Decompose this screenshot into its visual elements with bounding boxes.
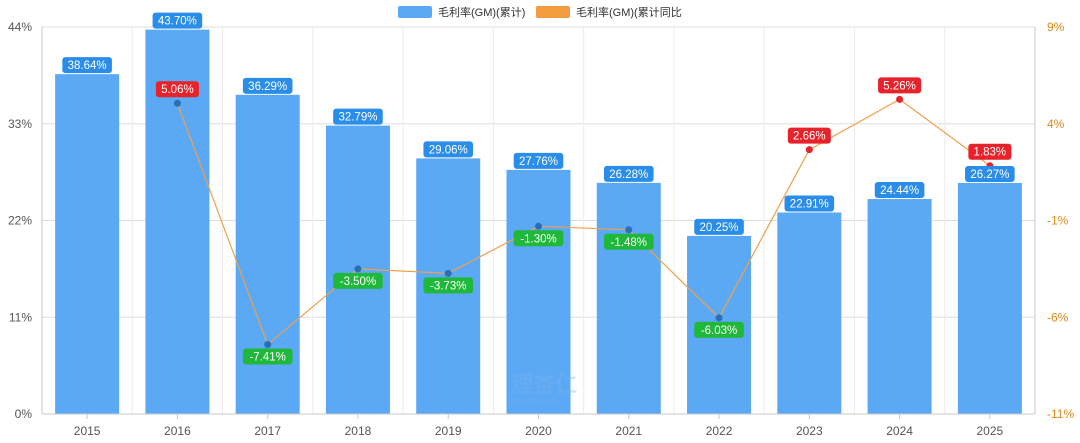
- line-value-label: -3.50%: [340, 276, 376, 288]
- bar-value-label: 26.28%: [609, 169, 648, 181]
- line-value-label-bg: [155, 81, 199, 98]
- bar-value-label: 36.29%: [248, 81, 287, 93]
- bar-value-label: 32.79%: [338, 112, 377, 124]
- bar-value-label-bg: [423, 141, 474, 158]
- x-tick-label: 2016: [164, 424, 191, 438]
- bar-value-label-bg: [694, 218, 744, 235]
- line-value-label: 1.83%: [974, 147, 1007, 159]
- legend-label-bar[interactable]: 毛利率(GM)(累计): [438, 5, 525, 19]
- line-value-label-bg: [242, 348, 293, 365]
- line-value-label: -1.48%: [611, 237, 647, 249]
- legend: 毛利率(GM)(累计) 毛利率(GM)(累计同比: [398, 5, 682, 19]
- line-value-label-bg: [423, 277, 474, 294]
- axes: 0% 11% 22% 33% 44% -11% -6% -1% 4% 9% 2015 2016 2017…: [8, 20, 1074, 438]
- bar-value-label-bg: [62, 57, 112, 74]
- bar-value-label: 38.64%: [68, 60, 107, 72]
- bar-value-label-bg: [152, 12, 203, 29]
- y-right-tick-label: -1%: [1047, 214, 1069, 228]
- x-tick-label: 2023: [796, 424, 823, 438]
- y-left-tick-label: 44%: [8, 20, 32, 34]
- bar[interactable]: [777, 212, 842, 414]
- line-value-label: 5.06%: [161, 84, 194, 96]
- x-tick-label: 2025: [977, 424, 1004, 438]
- line-value-label-bg: [878, 77, 922, 94]
- x-tick-label: 2022: [706, 424, 733, 438]
- line-value-label-bg: [968, 143, 1012, 160]
- watermark-logo-text: 理杏仁: [511, 372, 577, 398]
- data-labels: 38.64% 43.70% 36.29% 32.79% 29.06% 27.76% 26.2…: [62, 12, 1015, 365]
- bar-value-label: 24.44%: [880, 185, 919, 197]
- x-tick-label: 2021: [615, 424, 642, 438]
- bar-value-label: 29.06%: [429, 144, 468, 156]
- y-left-tick-label: 11%: [9, 310, 32, 324]
- line-value-label-bg: [603, 233, 654, 250]
- y-left-tick-label: 33%: [8, 117, 32, 131]
- x-tick-label: 2019: [435, 424, 462, 438]
- line-value-label: -6.03%: [701, 325, 737, 337]
- bar-value-label-bg: [874, 182, 925, 199]
- y-right-tick-label: 9%: [1047, 20, 1065, 34]
- watermark-url-text: lixinger.com: [510, 396, 558, 406]
- bar[interactable]: [235, 94, 300, 414]
- bar-value-label-bg: [784, 195, 835, 212]
- bar[interactable]: [596, 182, 661, 414]
- line-value-label: -1.30%: [520, 233, 556, 245]
- y-left-tick-label: 22%: [8, 214, 32, 228]
- line-point[interactable]: [354, 265, 362, 273]
- line-point[interactable]: [896, 95, 904, 103]
- x-tick-label: 2024: [886, 424, 913, 438]
- bar-value-label-bg: [965, 165, 1015, 182]
- y-left-tick-label: 0%: [15, 407, 33, 421]
- bar[interactable]: [957, 182, 1022, 414]
- line-point[interactable]: [625, 226, 633, 234]
- bar[interactable]: [867, 199, 932, 414]
- x-tick-label: 2015: [74, 424, 101, 438]
- bar[interactable]: [55, 74, 120, 414]
- line-point[interactable]: [805, 146, 813, 154]
- bar-value-label: 27.76%: [519, 156, 558, 168]
- y-right-tick-label: -6%: [1047, 310, 1069, 324]
- bar-value-label: 26.27%: [970, 169, 1009, 181]
- line-value-label: -3.73%: [430, 280, 466, 292]
- legend-swatch-line[interactable]: [536, 6, 570, 18]
- legend-label-line[interactable]: 毛利率(GM)(累计同比: [576, 5, 682, 19]
- line-point[interactable]: [444, 269, 452, 277]
- line-point[interactable]: [535, 222, 542, 230]
- line-value-label-bg: [333, 272, 383, 289]
- watermark: 理杏仁 lixinger.com: [510, 372, 577, 406]
- line-point[interactable]: [715, 314, 723, 322]
- line-point[interactable]: [264, 341, 272, 349]
- line-value-label-bg: [787, 127, 831, 144]
- x-tick-label: 2017: [254, 424, 281, 438]
- bar-value-label: 20.25%: [700, 222, 739, 234]
- bar-value-label-bg: [242, 77, 293, 94]
- line-value-label: -7.41%: [249, 352, 285, 364]
- line-value-label: 2.66%: [793, 131, 826, 143]
- bar-value-label: 43.70%: [158, 16, 197, 28]
- line-point[interactable]: [173, 99, 181, 107]
- bar[interactable]: [506, 169, 571, 414]
- line-series: [173, 95, 994, 349]
- bar-value-label-bg: [513, 152, 564, 169]
- bars: [55, 29, 1022, 414]
- line-value-label-bg: [694, 321, 744, 338]
- x-tick-label: 2018: [345, 424, 372, 438]
- legend-swatch-bar[interactable]: [398, 6, 432, 18]
- x-tick-label: 2020: [525, 424, 552, 438]
- bar-value-label: 22.91%: [790, 198, 829, 210]
- series-line: [176, 98, 991, 346]
- y-right-tick-label: -11%: [1047, 407, 1074, 421]
- line-value-label-bg: [513, 230, 564, 247]
- bar-value-label-bg: [333, 108, 383, 125]
- y-right-tick-label: 4%: [1047, 117, 1065, 131]
- line-value-label: 5.26%: [883, 80, 916, 92]
- bar-value-label-bg: [603, 165, 654, 182]
